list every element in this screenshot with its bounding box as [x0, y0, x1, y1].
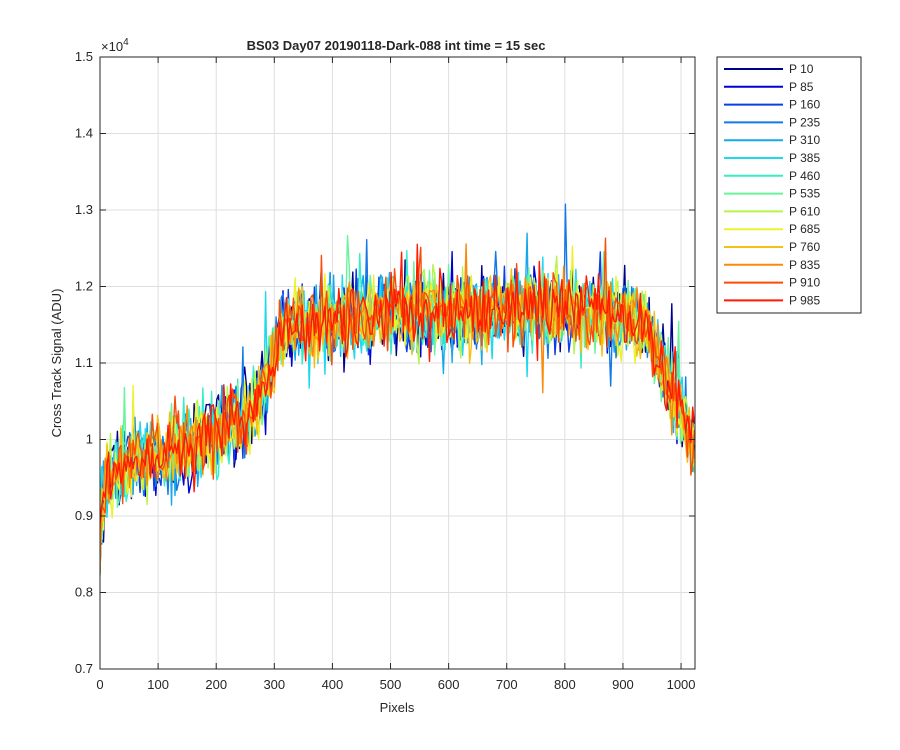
grid-lines — [100, 57, 695, 669]
y-tick-label: 0.7 — [75, 661, 93, 676]
legend-label: P 835 — [789, 258, 820, 272]
y-tick-label: 0.8 — [75, 585, 93, 600]
x-tick-label: 300 — [263, 677, 285, 692]
legend-label: P 85 — [789, 80, 814, 94]
x-tick-label: 500 — [380, 677, 402, 692]
y-tick-label: 1.1 — [75, 355, 93, 370]
legend-label: P 160 — [789, 98, 820, 112]
y-tick-label: 1.2 — [75, 279, 93, 294]
y-tick-label: 1 — [86, 432, 93, 447]
x-tick-label: 800 — [554, 677, 576, 692]
x-tick-label: 1000 — [667, 677, 696, 692]
y-tick-label: 1.4 — [75, 126, 93, 141]
legend-label: P 760 — [789, 240, 820, 254]
x-axis-title: Pixels — [380, 700, 415, 715]
axis-ticks: 0 100 200 300 400 500 600 700 800 900 1000 0.7 0.8 0.… — [75, 49, 696, 692]
legend-label: P 910 — [789, 276, 820, 290]
series-line — [100, 243, 695, 523]
legend-label: P 685 — [789, 222, 820, 236]
y-axis-title: Cross Track Signal (ADU) — [49, 289, 64, 438]
y-tick-label: 1.3 — [75, 202, 93, 217]
legend-label: P 310 — [789, 133, 820, 147]
y-exponent-label: ×104 — [101, 37, 129, 54]
series-lines — [100, 203, 695, 576]
legend-label: P 460 — [789, 169, 820, 183]
legend-label: P 10 — [789, 62, 814, 76]
x-tick-label: 100 — [147, 677, 169, 692]
chart-title: BS03 Day07 20190118-Dark-088 int time = … — [247, 38, 546, 53]
legend-label: P 535 — [789, 187, 820, 201]
y-tick-label: 1.5 — [75, 49, 93, 64]
x-tick-label: 900 — [612, 677, 634, 692]
x-tick-label: 0 — [96, 677, 103, 692]
legend-label: P 385 — [789, 151, 820, 165]
legend-label: P 985 — [789, 293, 820, 307]
y-tick-label: 0.9 — [75, 508, 93, 523]
legend-label: P 610 — [789, 204, 820, 218]
legend: P 10 P 85 P 160 P 235 P 310 P 385 P 460 P 535 P … — [716, 56, 862, 314]
x-tick-label: 700 — [496, 677, 518, 692]
x-tick-label: 200 — [205, 677, 227, 692]
legend-box — [716, 56, 862, 314]
y-exponent-value: 4 — [123, 37, 129, 48]
legend-label: P 235 — [789, 115, 820, 129]
x-tick-label: 400 — [322, 677, 344, 692]
x-tick-label: 600 — [438, 677, 460, 692]
